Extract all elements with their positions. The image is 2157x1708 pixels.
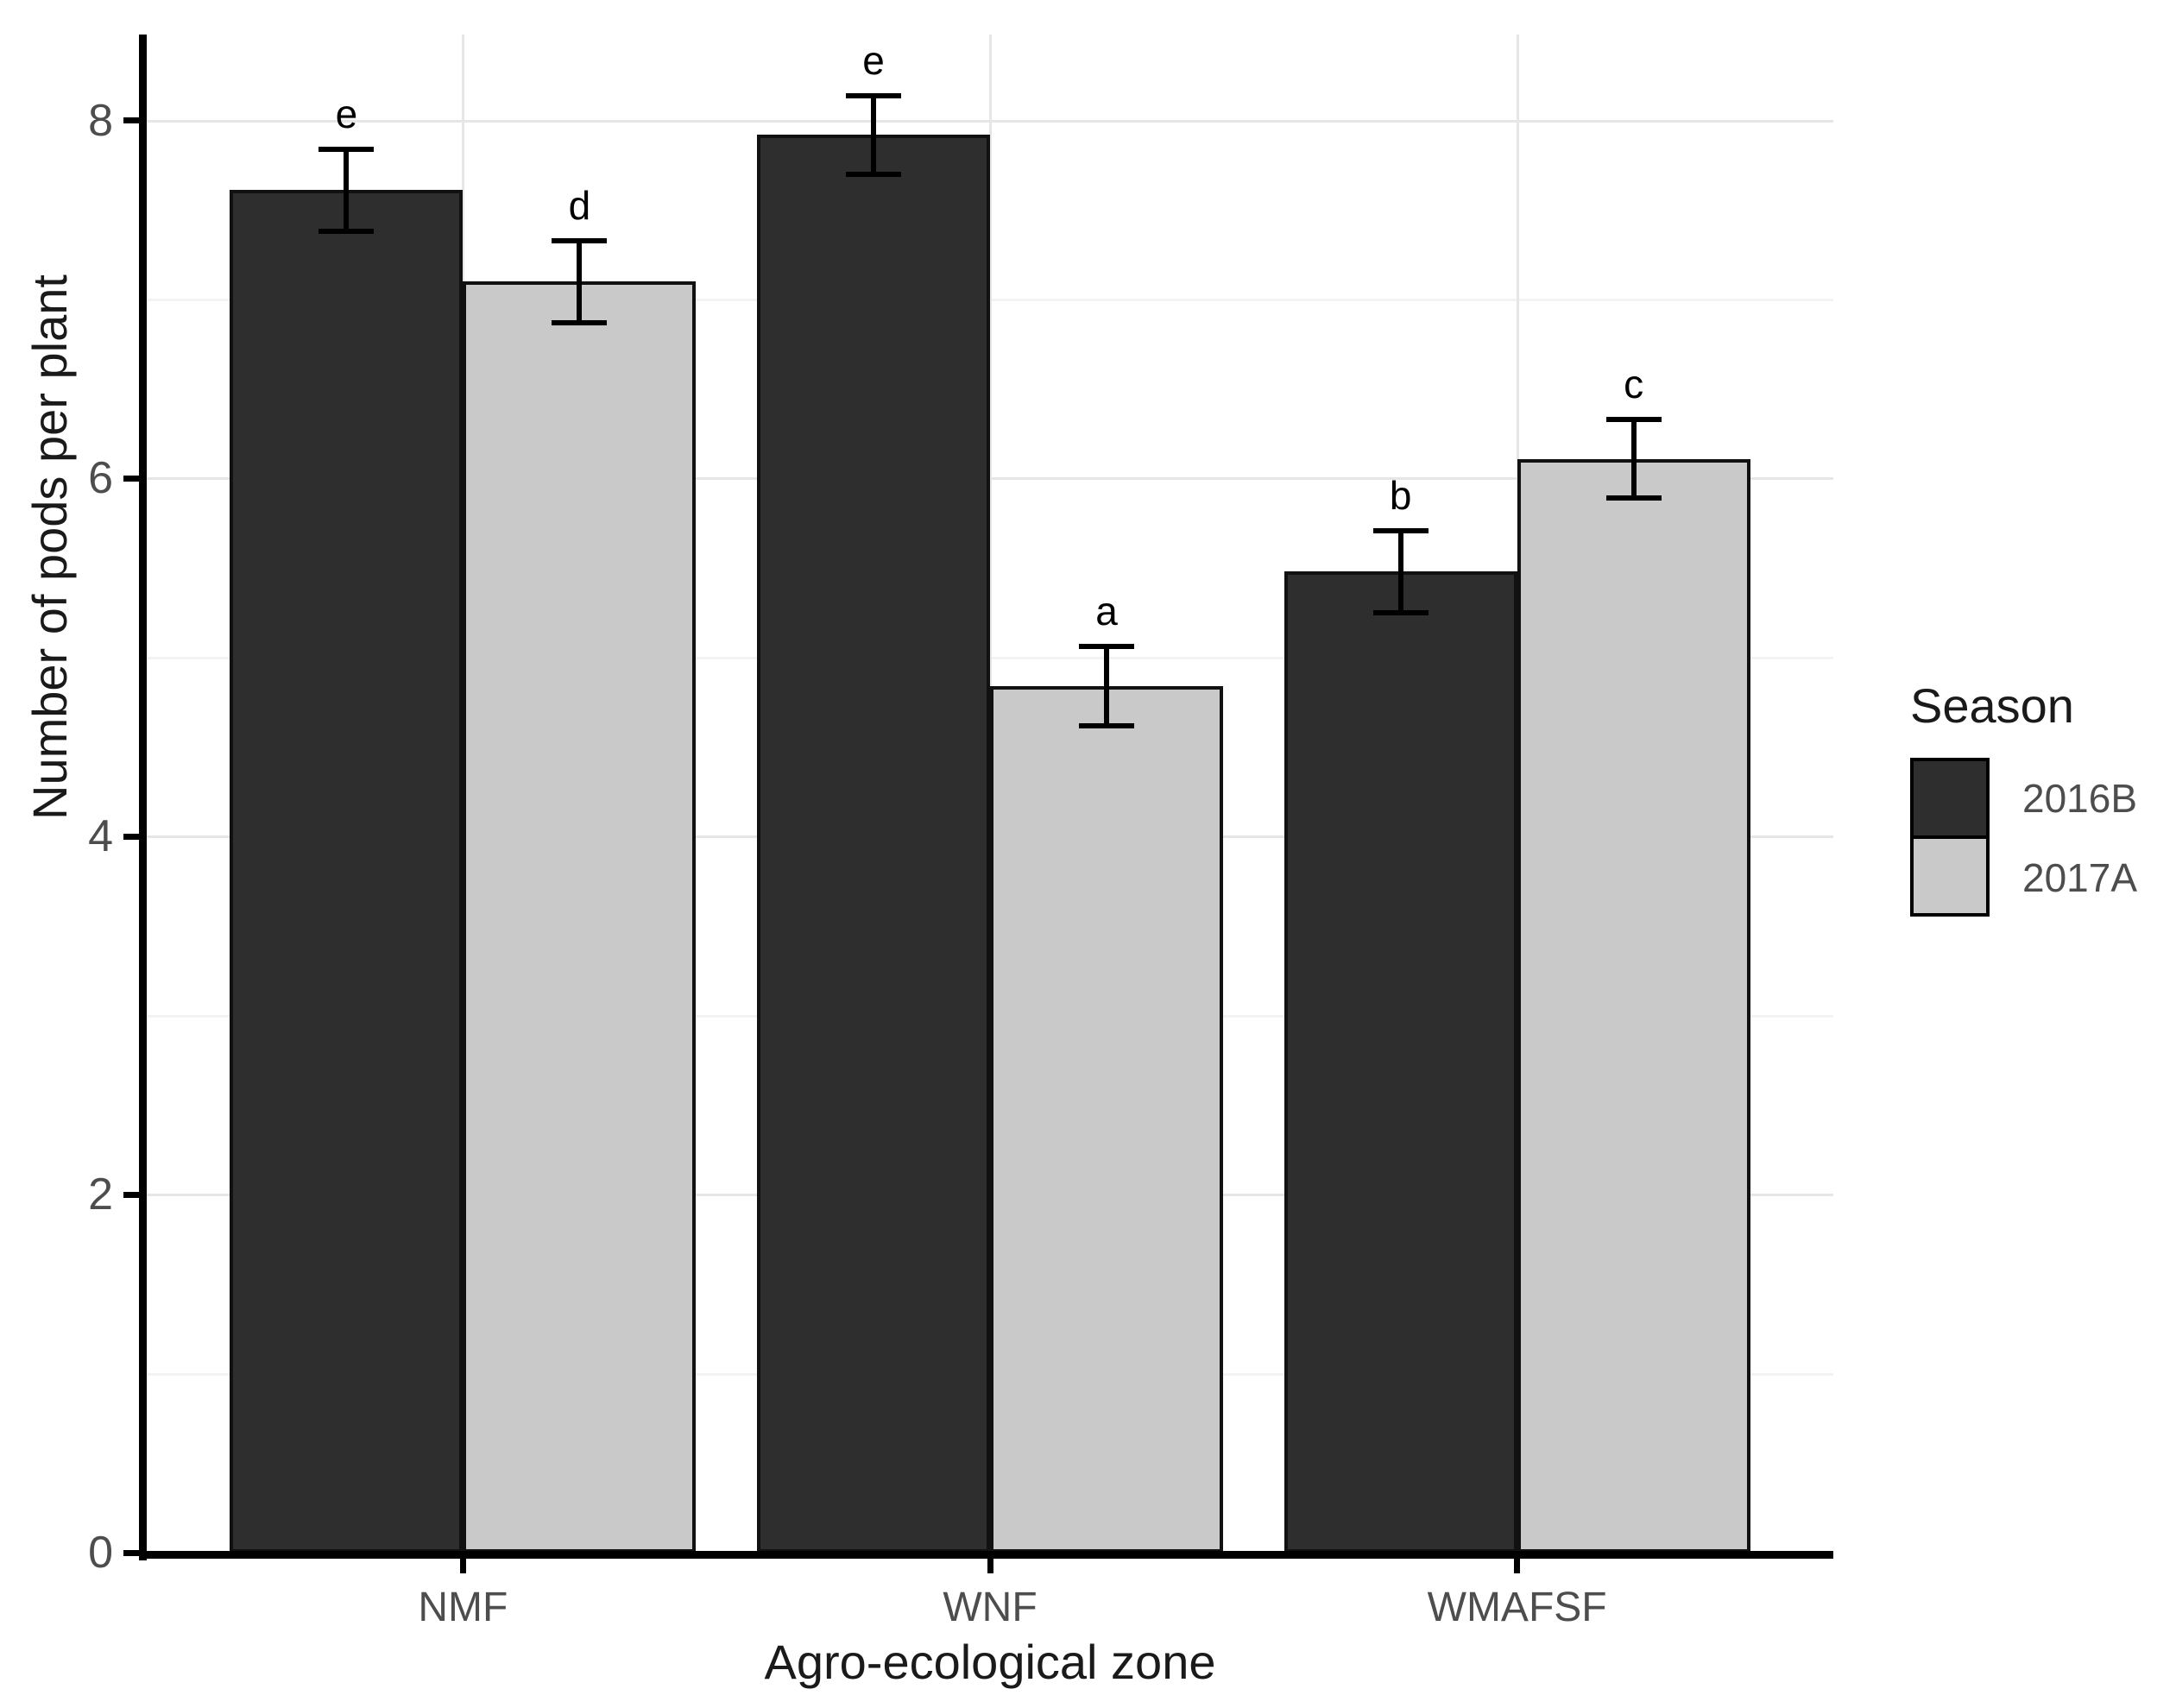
y-axis-title-text: Number of pods per plant: [22, 274, 77, 820]
legend-title: Season: [1910, 678, 2074, 733]
sig-letter-WNF-2016B: e: [862, 37, 885, 83]
error-bar-cap-bottom-NMF-2017A: [552, 319, 608, 325]
legend-keys: 2016B 2017A: [1910, 758, 2137, 917]
y-tick-label-4: 4: [88, 811, 113, 862]
x-axis-title: Agro-ecological zone: [764, 1635, 1216, 1689]
error-bar-cap-top-WMAFSF-2016B: [1372, 527, 1429, 533]
error-bar-cap-bottom-WMAFSF-2017A: [1605, 495, 1662, 501]
bar-WNF-2016B: [757, 135, 990, 1553]
bar-WMAFSF-2017A: [1517, 458, 1750, 1553]
bar-NMF-2017A: [463, 281, 697, 1553]
legend-label-2017A: 2017A: [2022, 855, 2138, 900]
error-bar-line-WNF-2017A: [1104, 646, 1109, 726]
bar-WMAFSF-2016B: [1283, 571, 1517, 1553]
sig-letter-WNF-2017A: a: [1095, 589, 1118, 634]
y-tick-label-8: 8: [88, 95, 113, 146]
y-axis-line: [139, 35, 147, 1560]
legend-swatch-2016B: [1910, 758, 1990, 839]
error-bar-cap-bottom-WMAFSF-2016B: [1372, 609, 1429, 615]
sig-letter-NMF-2016B: e: [335, 91, 358, 136]
legend-key-2017A: 2017A: [1910, 835, 2138, 917]
x-tick-WMAFSF: [1514, 1558, 1521, 1573]
error-bar-cap-top-WMAFSF-2017A: [1605, 416, 1662, 422]
error-bar-cap-top-NMF-2016B: [319, 146, 375, 152]
x-tick-label-WMAFSF: WMAFSF: [1427, 1585, 1607, 1630]
x-axis-line: [139, 1551, 1833, 1559]
sig-letter-WMAFSF-2017A: c: [1624, 361, 1644, 407]
x-tick-label-NMF: NMF: [418, 1585, 508, 1630]
bar-NMF-2016B: [230, 190, 464, 1553]
error-bar-line-NMF-2016B: [344, 148, 350, 232]
x-tick-WNF: [987, 1558, 993, 1573]
y-tick-4: [123, 833, 139, 840]
sig-letter-NMF-2017A: d: [568, 182, 591, 228]
bar-WNF-2017A: [990, 686, 1223, 1553]
y-tick-label-6: 6: [88, 453, 113, 504]
x-tick-label-WNF: WNF: [943, 1585, 1038, 1630]
error-bar-line-NMF-2017A: [577, 240, 583, 323]
error-bar-line-WMAFSF-2016B: [1397, 530, 1403, 613]
error-bar-line-WMAFSF-2017A: [1630, 419, 1637, 499]
error-bar-cap-top-NMF-2017A: [552, 237, 608, 243]
y-tick-label-2: 2: [88, 1169, 113, 1220]
error-bar-cap-bottom-WNF-2017A: [1079, 722, 1134, 728]
legend-label-2016B: 2016B: [2022, 776, 2138, 821]
y-tick-2: [123, 1191, 139, 1198]
sig-letter-WMAFSF-2016B: b: [1389, 472, 1412, 518]
y-tick-0: [123, 1549, 139, 1556]
x-tick-NMF: [459, 1558, 466, 1573]
y-axis-title: Number of pods per plant: [22, 274, 77, 820]
legend-swatch-2017A: [1910, 835, 1990, 917]
error-bar-cap-top-WNF-2017A: [1079, 644, 1134, 650]
legend-key-2016B: 2016B: [1910, 758, 2137, 839]
error-bar-cap-bottom-WNF-2016B: [846, 171, 901, 177]
y-tick-label-0: 0: [88, 1528, 113, 1578]
legend: Season 2016B 2017A: [1910, 682, 2137, 917]
error-bar-cap-top-WNF-2016B: [846, 92, 901, 98]
y-tick-6: [123, 475, 139, 482]
error-bar-line-WNF-2016B: [871, 95, 876, 174]
error-bar-cap-bottom-NMF-2016B: [319, 229, 375, 235]
y-tick-8: [123, 117, 139, 124]
